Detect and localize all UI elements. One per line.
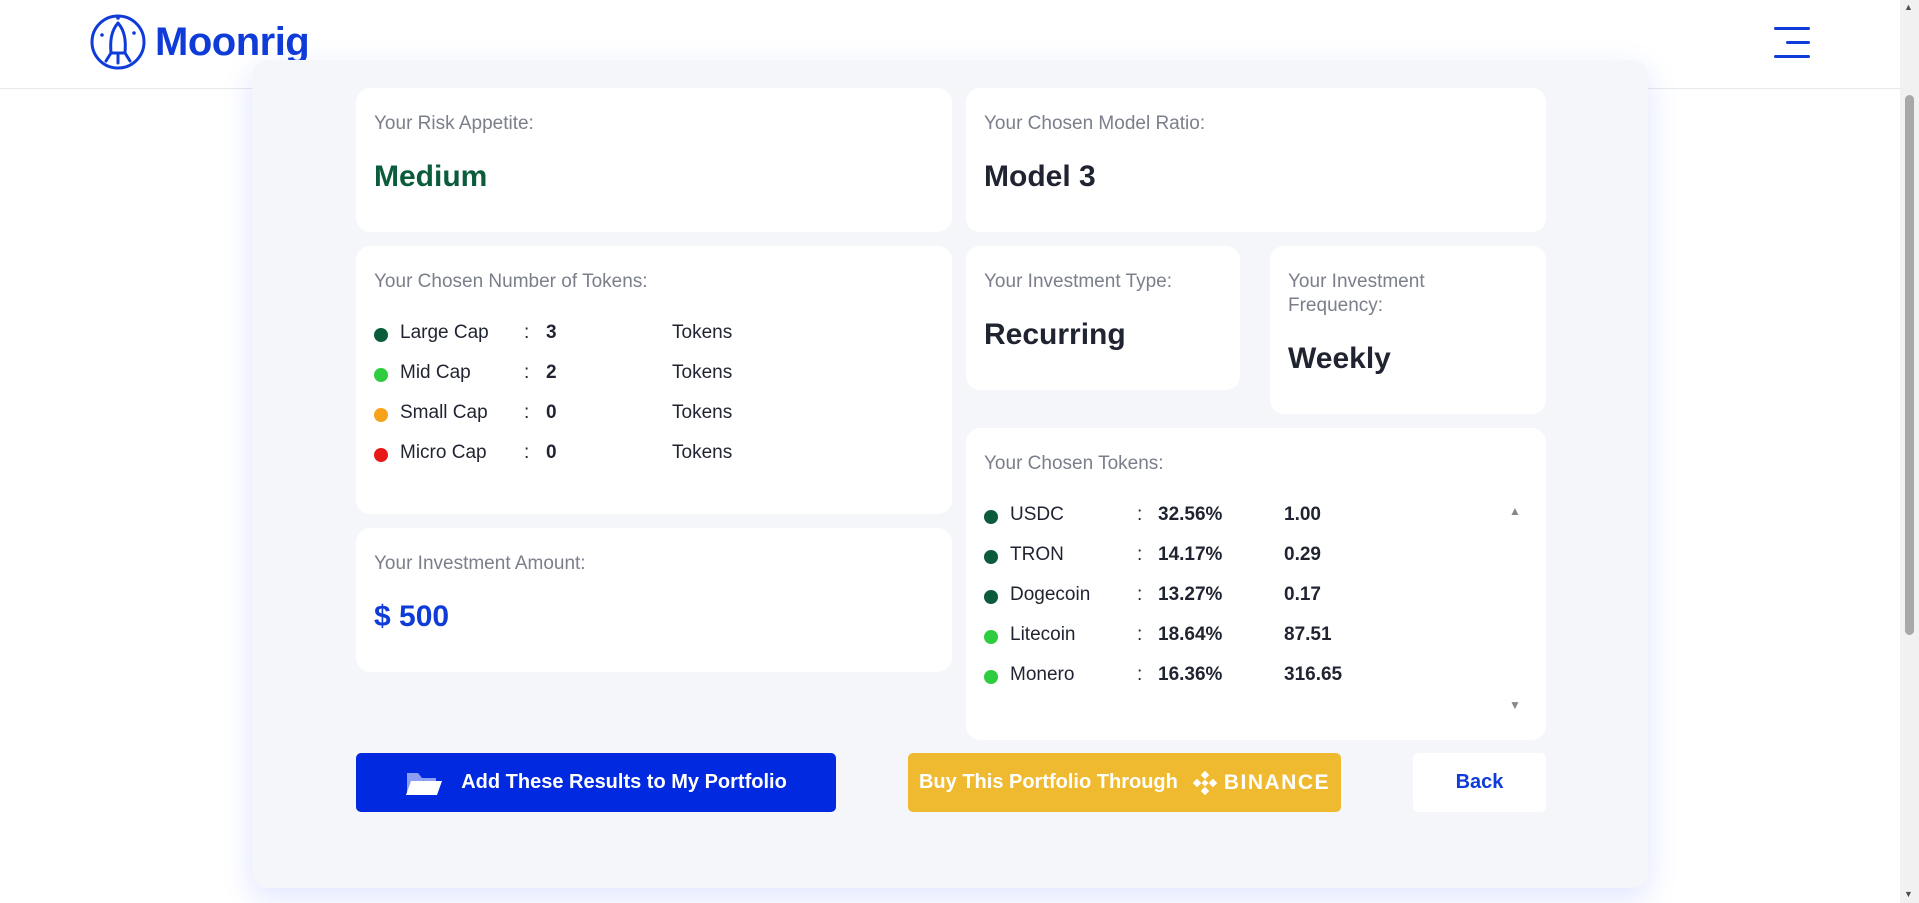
mid-cap-dot-icon [374, 368, 388, 382]
token-name: USDC [1010, 504, 1064, 525]
token-count: 3 [546, 322, 557, 343]
investment-type-value: Recurring [984, 318, 1126, 351]
buy-through-label: Buy This Portfolio Through [918, 771, 1178, 793]
model-ratio-value: Model 3 [984, 160, 1096, 193]
results-panel: Your Risk Appetite: Medium Your Chosen M… [252, 60, 1648, 888]
frequency-label-line-2: Frequency: [1288, 295, 1384, 316]
investment-frequency-card: Your Investment Frequency: Weekly [1270, 246, 1546, 414]
investment-amount-card: Your Investment Amount: $ 500 [356, 528, 952, 672]
token-price: 87.51 [1284, 624, 1332, 645]
chosen-tokens-card: Your Chosen Tokens: USDC : 32.56% 1.00 T… [966, 428, 1546, 740]
list-scroll-down-icon[interactable]: ▼ [1509, 698, 1521, 712]
separator: : [1137, 664, 1143, 685]
large-cap-dot-icon [984, 590, 998, 604]
mid-cap-dot-icon [984, 630, 998, 644]
separator: : [1137, 544, 1143, 565]
rocket-logo-icon [90, 14, 146, 70]
token-percent: 14.17% [1158, 544, 1223, 565]
cap-name: Small Cap [400, 402, 488, 423]
token-percent: 18.64% [1158, 624, 1223, 645]
back-label: Back [1455, 771, 1504, 793]
token-price: 0.17 [1284, 584, 1321, 605]
investment-type-card: Your Investment Type: Recurring [966, 246, 1240, 390]
frequency-label-line-1: Your Investment [1288, 271, 1425, 292]
binance-logo: BINANCE [1192, 770, 1330, 796]
add-to-portfolio-button[interactable]: Add These Results to My Portfolio [356, 753, 836, 812]
risk-appetite-value: Medium [374, 160, 488, 193]
separator: : [524, 322, 530, 343]
cap-name: Large Cap [400, 322, 489, 343]
token-price: 1.00 [1284, 504, 1321, 525]
mid-cap-dot-icon [984, 670, 998, 684]
micro-cap-dot-icon [374, 448, 388, 462]
token-price: 0.29 [1284, 544, 1321, 565]
separator: : [1137, 504, 1143, 525]
token-count: 0 [546, 442, 557, 463]
risk-appetite-card: Your Risk Appetite: Medium [356, 88, 952, 232]
token-price: 316.65 [1284, 664, 1343, 685]
token-name: Litecoin [1010, 624, 1076, 645]
chosen-tokens-label: Your Chosen Tokens: [984, 453, 1164, 474]
scroll-up-arrow-icon[interactable]: ▲ [1904, 2, 1913, 12]
hamburger-menu-icon[interactable] [1770, 27, 1810, 59]
token-count: 2 [546, 362, 557, 383]
separator: : [524, 402, 530, 423]
cap-name: Mid Cap [400, 362, 471, 383]
scroll-down-arrow-icon[interactable]: ▼ [1904, 889, 1913, 899]
token-percent: 16.36% [1158, 664, 1223, 685]
token-count-card: Your Chosen Number of Tokens: Large Cap … [356, 246, 952, 514]
investment-type-label: Your Investment Type: [984, 271, 1173, 292]
cap-name: Micro Cap [400, 442, 487, 463]
token-unit: Tokens [672, 322, 733, 343]
token-unit: Tokens [672, 442, 733, 463]
brand-logo[interactable]: Moonrig [89, 13, 310, 71]
investment-frequency-value: Weekly [1288, 342, 1391, 375]
token-percent: 32.56% [1158, 504, 1223, 525]
back-button[interactable]: Back [1413, 753, 1546, 812]
model-ratio-label: Your Chosen Model Ratio: [984, 113, 1206, 134]
folder-open-icon [406, 772, 443, 795]
page-scrollbar[interactable]: ▲ ▼ [1900, 0, 1919, 903]
token-name: TRON [1010, 544, 1064, 565]
model-ratio-card: Your Chosen Model Ratio: Model 3 [966, 88, 1546, 232]
token-percent: 13.27% [1158, 584, 1223, 605]
brand-name: Moonrig [155, 19, 310, 64]
token-unit: Tokens [672, 362, 733, 383]
large-cap-dot-icon [984, 550, 998, 564]
token-count-label: Your Chosen Number of Tokens: [374, 271, 648, 292]
investment-amount-label: Your Investment Amount: [374, 553, 586, 574]
scrollbar-thumb[interactable] [1905, 95, 1914, 635]
separator: : [524, 442, 530, 463]
large-cap-dot-icon [984, 510, 998, 524]
separator: : [524, 362, 530, 383]
small-cap-dot-icon [374, 408, 388, 422]
token-name: Dogecoin [1010, 584, 1091, 605]
binance-icon [1192, 770, 1218, 795]
separator: : [1137, 584, 1143, 605]
token-name: Monero [1010, 664, 1075, 685]
large-cap-dot-icon [374, 328, 388, 342]
investment-amount-value: $ 500 [374, 600, 450, 633]
binance-wordmark: BINANCE [1223, 770, 1331, 794]
buy-through-binance-button[interactable]: Buy This Portfolio Through BINANCE [908, 753, 1341, 812]
list-scroll-up-icon[interactable]: ▲ [1509, 504, 1521, 518]
risk-appetite-label: Your Risk Appetite: [374, 113, 534, 134]
separator: : [1137, 624, 1143, 645]
add-to-portfolio-label: Add These Results to My Portfolio [461, 771, 787, 793]
token-unit: Tokens [672, 402, 733, 423]
investment-frequency-label: Your Investment Frequency: [1288, 270, 1425, 318]
token-count: 0 [546, 402, 557, 423]
